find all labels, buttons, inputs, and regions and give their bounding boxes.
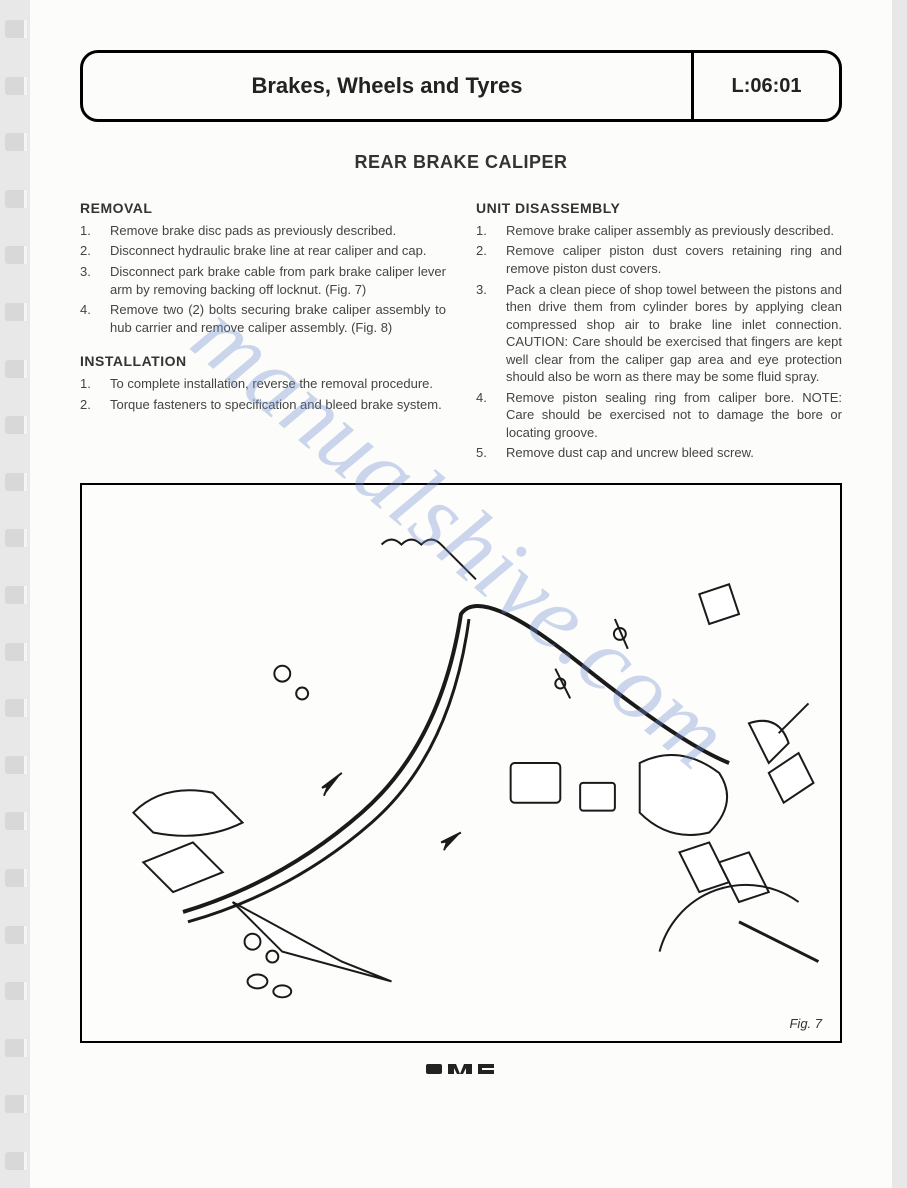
list-item: 5.Remove dust cap and uncrew bleed screw… — [476, 444, 842, 462]
manual-page: manualshive.com Brakes, Wheels and Tyres… — [30, 0, 892, 1188]
section-title: REAR BRAKE CALIPER — [80, 152, 842, 173]
list-item: 1.Remove brake disc pads as previously d… — [80, 222, 446, 240]
figure-caption: Fig. 7 — [789, 1016, 822, 1031]
header-box: Brakes, Wheels and Tyres L:06:01 — [80, 50, 842, 122]
dmc-logo — [80, 1058, 842, 1086]
header-code: L:06:01 — [694, 53, 839, 119]
header-title: Brakes, Wheels and Tyres — [83, 53, 694, 119]
list-item: 4.Remove two (2) bolts securing brake ca… — [80, 301, 446, 336]
installation-heading: INSTALLATION — [80, 352, 446, 371]
text-columns: REMOVAL 1.Remove brake disc pads as prev… — [80, 199, 842, 465]
right-column: UNIT DISASSEMBLY 1.Remove brake caliper … — [476, 199, 842, 465]
list-item: 3.Disconnect park brake cable from park … — [80, 263, 446, 298]
figure-7-box: Fig. 7 — [80, 483, 842, 1043]
list-item: 3.Pack a clean piece of shop towel betwe… — [476, 281, 842, 386]
disassembly-heading: UNIT DISASSEMBLY — [476, 199, 842, 218]
removal-list: 1.Remove brake disc pads as previously d… — [80, 222, 446, 336]
installation-list: 1.To complete installation, reverse the … — [80, 375, 446, 413]
spiral-binding — [5, 20, 30, 1170]
removal-heading: REMOVAL — [80, 199, 446, 218]
disassembly-list: 1.Remove brake caliper assembly as previ… — [476, 222, 842, 462]
left-column: REMOVAL 1.Remove brake disc pads as prev… — [80, 199, 446, 465]
list-item: 4.Remove piston sealing ring from calipe… — [476, 389, 842, 442]
list-item: 1.Remove brake caliper assembly as previ… — [476, 222, 842, 240]
list-item: 2.Disconnect hydraulic brake line at rea… — [80, 242, 446, 260]
list-item: 2.Torque fasteners to specification and … — [80, 396, 446, 414]
dmc-logo-icon — [426, 1058, 496, 1080]
exploded-diagram-svg — [82, 485, 840, 1041]
list-item: 2.Remove caliper piston dust covers reta… — [476, 242, 842, 277]
list-item: 1.To complete installation, reverse the … — [80, 375, 446, 393]
